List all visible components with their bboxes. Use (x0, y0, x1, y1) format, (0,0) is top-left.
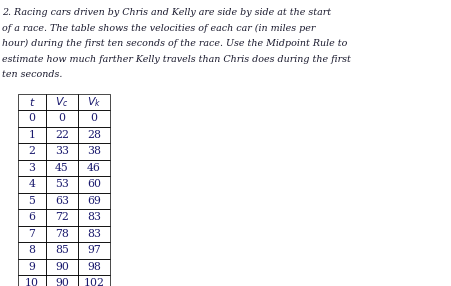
Text: $t$: $t$ (29, 96, 35, 108)
Text: 63: 63 (55, 196, 69, 206)
Text: 2. Racing cars driven by Chris and Kelly are side by side at the start: 2. Racing cars driven by Chris and Kelly… (2, 8, 331, 17)
Text: 1: 1 (28, 130, 36, 140)
Text: 2: 2 (28, 146, 36, 156)
Text: estimate how much farther Kelly travels than Chris does during the first: estimate how much farther Kelly travels … (2, 55, 351, 63)
Text: 78: 78 (55, 229, 69, 239)
Text: 22: 22 (55, 130, 69, 140)
Text: 90: 90 (55, 278, 69, 286)
Text: 97: 97 (87, 245, 101, 255)
Text: 60: 60 (87, 179, 101, 189)
Text: 83: 83 (87, 229, 101, 239)
Text: $V_k$: $V_k$ (87, 95, 101, 109)
Text: 0: 0 (91, 113, 97, 123)
Text: 72: 72 (55, 212, 69, 222)
Text: 90: 90 (55, 262, 69, 272)
Text: 98: 98 (87, 262, 101, 272)
Text: 5: 5 (28, 196, 36, 206)
Text: 7: 7 (28, 229, 36, 239)
Text: 8: 8 (28, 245, 36, 255)
Text: 33: 33 (55, 146, 69, 156)
Text: 38: 38 (87, 146, 101, 156)
Text: 6: 6 (28, 212, 36, 222)
Text: 3: 3 (28, 163, 36, 173)
Text: 0: 0 (28, 113, 36, 123)
Text: 10: 10 (25, 278, 39, 286)
Text: of a race. The table shows the velocities of each car (in miles per: of a race. The table shows the velocitie… (2, 23, 315, 33)
Text: 28: 28 (87, 130, 101, 140)
Text: $V_c$: $V_c$ (55, 95, 69, 109)
Text: ten seconds.: ten seconds. (2, 70, 62, 79)
Text: 102: 102 (83, 278, 105, 286)
Text: 53: 53 (55, 179, 69, 189)
Text: 85: 85 (55, 245, 69, 255)
Text: 0: 0 (59, 113, 65, 123)
Text: hour) during the first ten seconds of the race. Use the Midpoint Rule to: hour) during the first ten seconds of th… (2, 39, 347, 48)
Text: 9: 9 (28, 262, 36, 272)
Text: 45: 45 (55, 163, 69, 173)
Text: 83: 83 (87, 212, 101, 222)
Text: 4: 4 (28, 179, 36, 189)
Text: 46: 46 (87, 163, 101, 173)
Text: 69: 69 (87, 196, 101, 206)
